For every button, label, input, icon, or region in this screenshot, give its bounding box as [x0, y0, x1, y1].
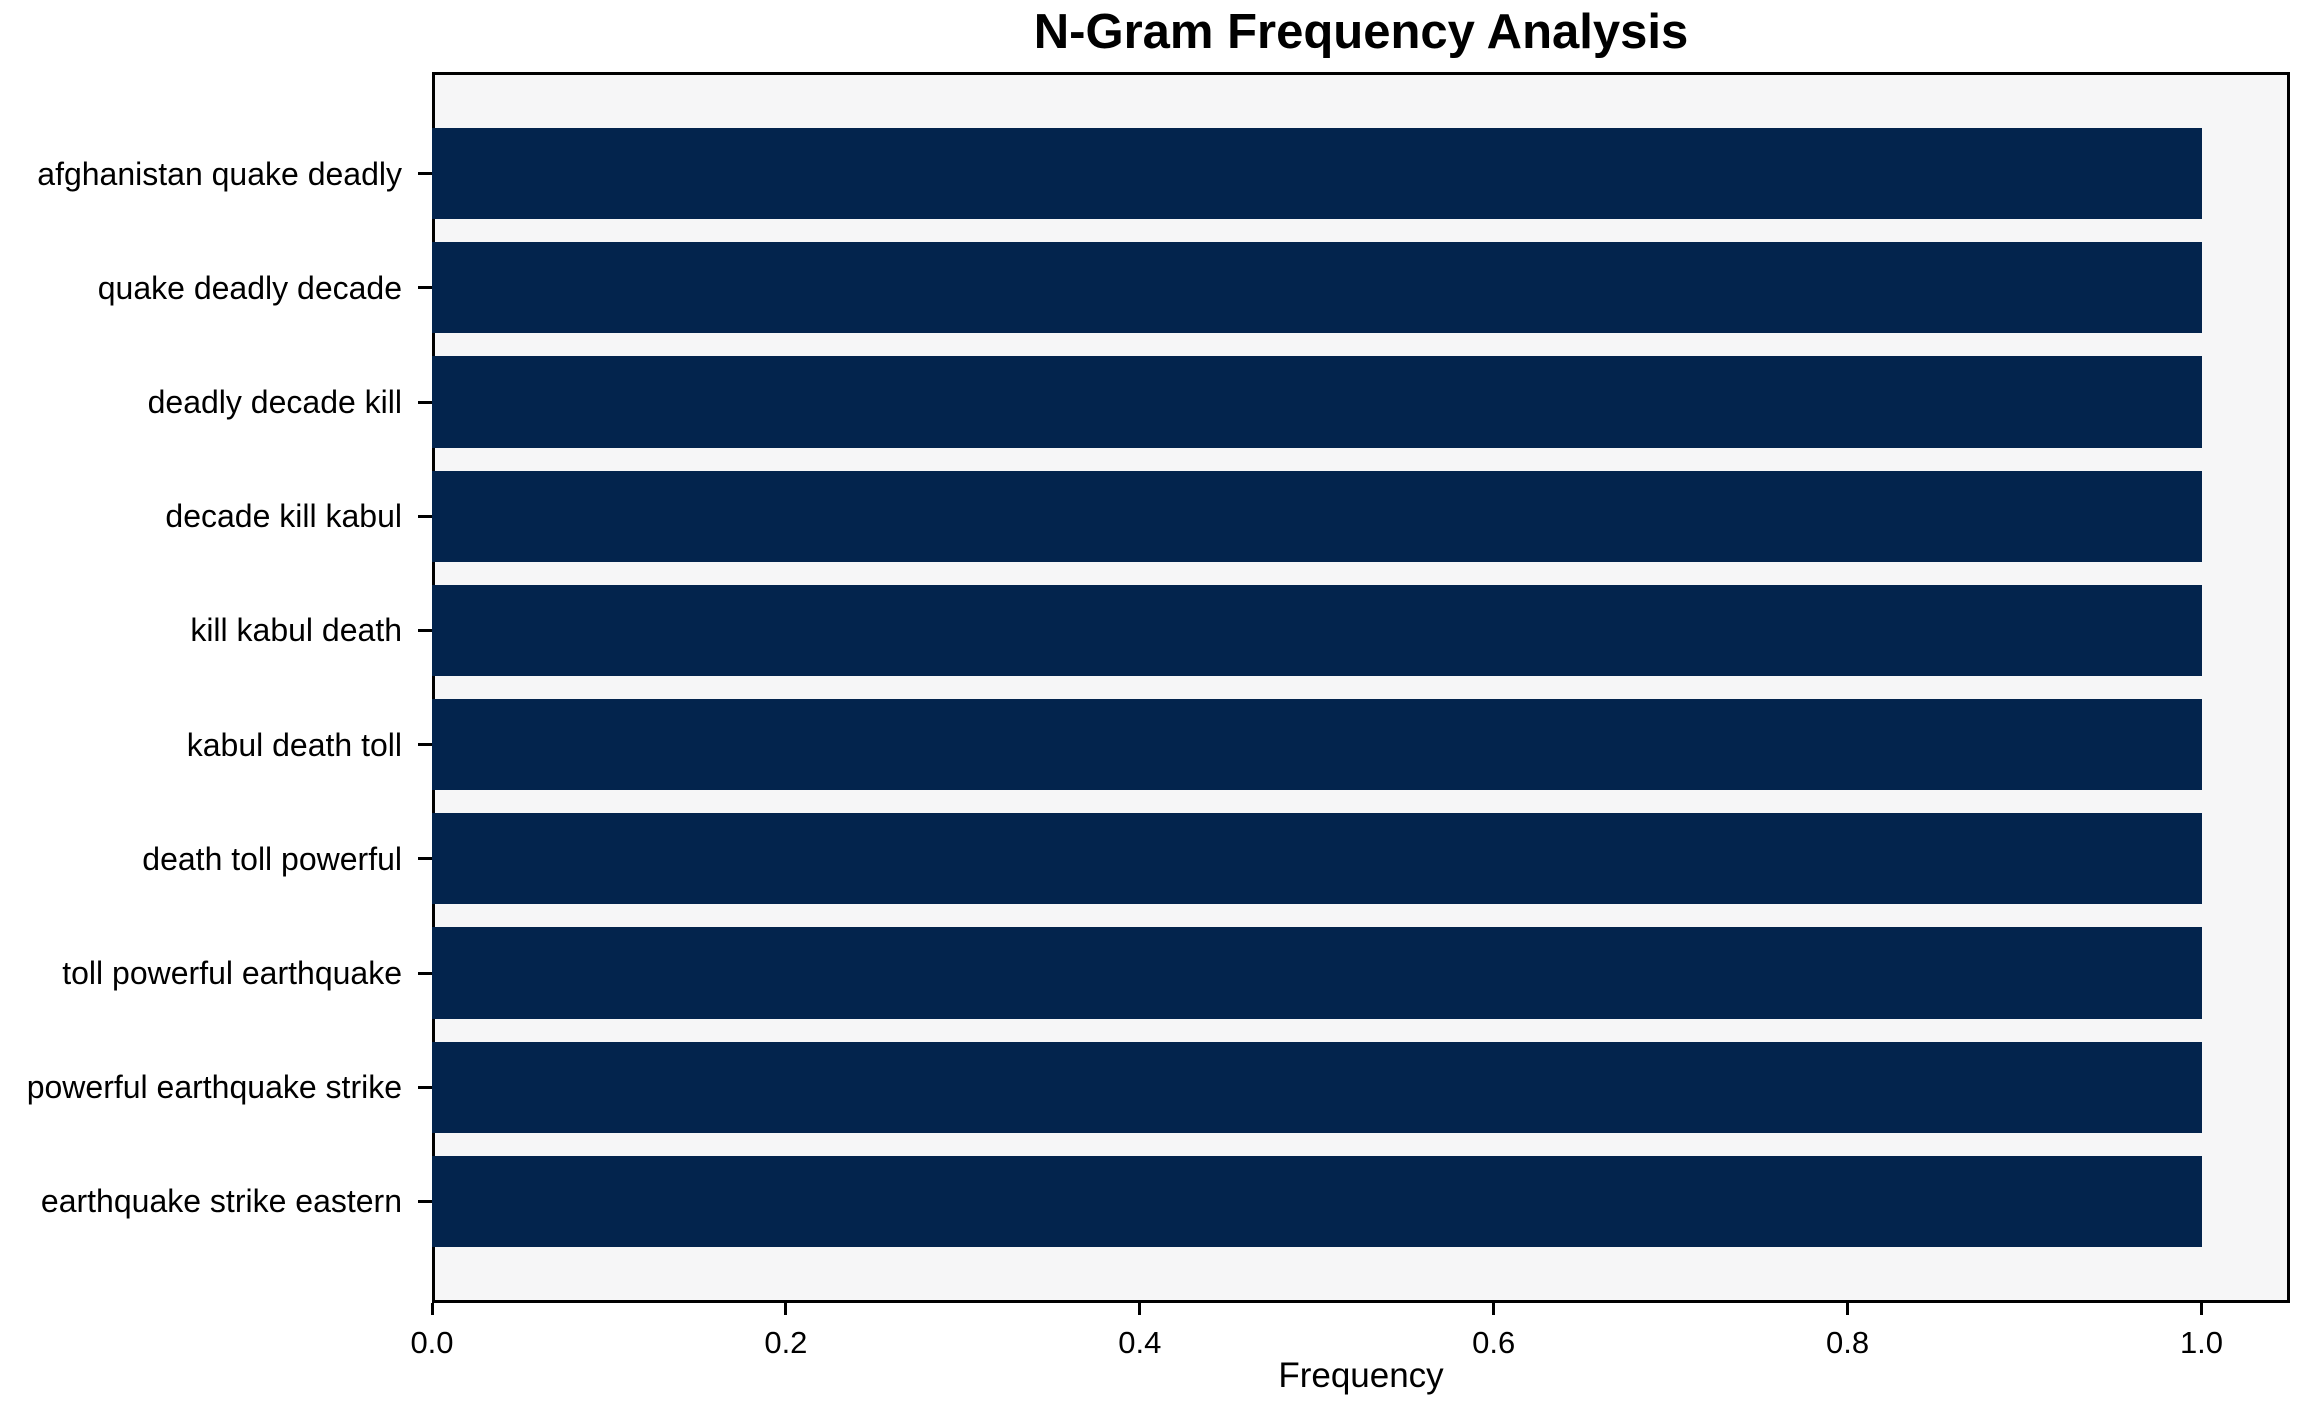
- bar: [432, 1041, 2202, 1133]
- bar: [432, 813, 2202, 905]
- y-axis-label: death toll powerful: [142, 840, 402, 877]
- y-tick-mark: [418, 400, 432, 404]
- y-tick-mark: [418, 743, 432, 747]
- x-tick-label: 0.0: [410, 1325, 454, 1360]
- x-tick-mark: [1138, 1303, 1142, 1315]
- y-tick-mark: [418, 286, 432, 290]
- y-tick-mark: [418, 628, 432, 632]
- y-axis-label: decade kill kabul: [165, 498, 402, 535]
- bar: [432, 584, 2202, 677]
- x-tick-label: 0.8: [1826, 1325, 1870, 1360]
- x-tick-label: 0.6: [1472, 1325, 1516, 1360]
- y-axis-label: toll powerful earthquake: [62, 955, 402, 991]
- x-tick-mark: [1846, 1303, 1850, 1315]
- bar: [432, 1155, 2202, 1248]
- x-tick-label: 0.2: [764, 1325, 808, 1360]
- chart-title: N-Gram Frequency Analysis: [1033, 5, 1689, 59]
- y-axis-label: earthquake strike eastern: [40, 1183, 402, 1220]
- y-axis-label: quake deadly decade: [97, 269, 402, 306]
- bar: [432, 356, 2202, 448]
- y-axis-label: afghanistan quake deadly: [37, 155, 402, 192]
- y-axis-label: kabul death toll: [186, 726, 402, 763]
- y-tick-mark: [418, 172, 432, 176]
- x-tick-mark: [1492, 1303, 1496, 1315]
- y-axis-label: deadly decade kill: [147, 384, 402, 420]
- bar: [432, 470, 2202, 562]
- y-tick-mark: [418, 1199, 432, 1203]
- x-tick-mark: [784, 1303, 788, 1315]
- y-tick-mark: [418, 1085, 432, 1089]
- y-tick-mark: [418, 857, 432, 861]
- y-tick-mark: [418, 971, 432, 975]
- y-tick-mark: [418, 514, 432, 518]
- bar: [432, 242, 2202, 334]
- y-axis-label: powerful earthquake strike: [26, 1069, 402, 1106]
- x-tick-label: 0.4: [1118, 1325, 1162, 1360]
- x-tick-mark: [2200, 1303, 2203, 1315]
- x-tick-mark: [430, 1303, 434, 1315]
- y-axis-label: kill kabul death: [190, 612, 402, 649]
- bar: [432, 927, 2202, 1019]
- x-axis-title: Frequency: [1278, 1356, 1444, 1395]
- x-tick-label: 1.0: [2179, 1325, 2224, 1360]
- bar: [432, 698, 2202, 791]
- bar: [432, 128, 2202, 220]
